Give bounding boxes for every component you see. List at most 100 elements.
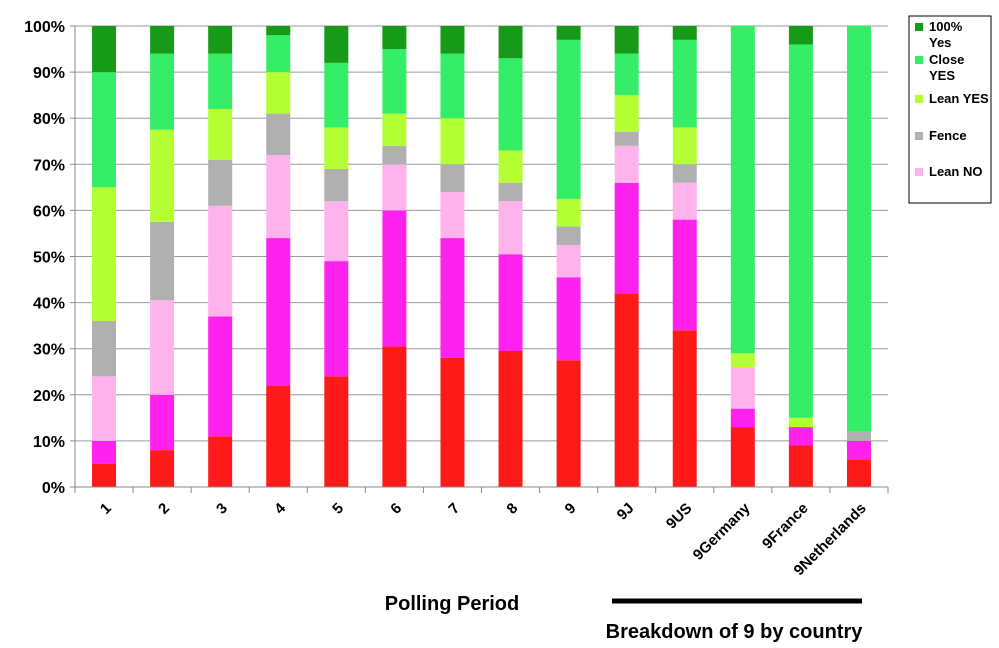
bar-segment bbox=[498, 201, 523, 255]
bar-segment bbox=[556, 277, 581, 361]
y-axis-ticks: 0% 10% 20% 30% 40% 50% 60% 70% 80% 90% 100% bbox=[24, 19, 75, 497]
bar-segment bbox=[614, 26, 639, 54]
legend-swatch bbox=[915, 56, 923, 64]
bar-segment bbox=[440, 238, 465, 358]
bar-segment bbox=[266, 35, 291, 73]
bar-segment bbox=[382, 49, 407, 114]
bar-segment bbox=[498, 182, 523, 202]
bar-segment bbox=[382, 210, 407, 347]
x-tick-label: 3 bbox=[213, 500, 231, 518]
bar-segment bbox=[730, 26, 755, 354]
bar-segment bbox=[208, 205, 233, 317]
y-tick-label: 80% bbox=[33, 111, 65, 128]
bar-stack-9US bbox=[672, 26, 697, 487]
bar-segment bbox=[150, 450, 175, 487]
bar-segment bbox=[324, 376, 349, 487]
x-tick-label: 1 bbox=[97, 500, 115, 518]
y-tick-label: 90% bbox=[33, 65, 65, 82]
bar-segment bbox=[788, 26, 813, 45]
bar-stack-9J bbox=[614, 26, 639, 487]
bar-segment bbox=[846, 26, 871, 432]
bar-segment bbox=[266, 238, 291, 386]
bar-segment bbox=[730, 353, 755, 368]
x-tick-label: 9US bbox=[663, 500, 696, 533]
x-tick-label: 9J bbox=[614, 500, 638, 524]
x-tick-label: 9 bbox=[562, 500, 580, 518]
bar-segment bbox=[208, 53, 233, 109]
bar-segment bbox=[556, 26, 581, 40]
legend-label: Lean NO bbox=[929, 164, 982, 179]
bar-segment bbox=[208, 316, 233, 437]
bar-segment bbox=[324, 201, 349, 262]
bar-segment bbox=[150, 300, 175, 395]
bar-segment bbox=[324, 62, 349, 128]
bar-segment bbox=[382, 26, 407, 50]
bar-segment bbox=[324, 127, 349, 169]
bar-segment bbox=[92, 187, 117, 322]
bar-segment bbox=[150, 394, 175, 451]
legend-label: 100% Yes bbox=[929, 19, 963, 50]
bar-stack-1 bbox=[92, 26, 117, 487]
x-tick-label: 9France bbox=[759, 500, 812, 553]
legend-swatch bbox=[915, 132, 923, 140]
y-tick-label: 50% bbox=[33, 250, 65, 267]
gridlines bbox=[75, 25, 888, 442]
y-tick-label: 100% bbox=[24, 19, 65, 36]
bars bbox=[92, 26, 871, 487]
bar-segment bbox=[208, 159, 233, 206]
bar-stack-5 bbox=[324, 26, 349, 487]
x-tick-label: 8 bbox=[503, 500, 521, 518]
x-tick-label: 5 bbox=[329, 500, 347, 518]
bar-segment bbox=[92, 440, 117, 464]
bar-segment bbox=[672, 182, 697, 220]
bar-segment bbox=[672, 26, 697, 40]
bar-segment bbox=[150, 129, 175, 222]
bar-segment bbox=[846, 431, 871, 441]
bar-segment bbox=[266, 26, 291, 36]
legend-swatch bbox=[915, 95, 923, 103]
bar-segment bbox=[614, 132, 639, 146]
bar-segment bbox=[150, 53, 175, 130]
bar-segment bbox=[556, 198, 581, 227]
bar-segment bbox=[672, 219, 697, 331]
bar-segment bbox=[730, 427, 755, 487]
bar-segment bbox=[614, 53, 639, 96]
bar-segment bbox=[382, 164, 407, 211]
bar-segment bbox=[266, 155, 291, 239]
bar-segment bbox=[440, 191, 465, 239]
bar-stack-6 bbox=[382, 26, 407, 487]
y-tick-label: 20% bbox=[33, 388, 65, 405]
bar-stack-9 bbox=[556, 26, 581, 487]
x-axis-title: Polling Period bbox=[385, 593, 519, 615]
bar-segment bbox=[150, 221, 175, 301]
bar-segment bbox=[266, 72, 291, 114]
bar-segment bbox=[730, 408, 755, 428]
y-tick-label: 10% bbox=[33, 434, 65, 451]
bar-segment bbox=[730, 367, 755, 409]
x-tick-label: 6 bbox=[387, 500, 405, 518]
bar-segment bbox=[92, 26, 117, 73]
bar-segment bbox=[208, 436, 233, 487]
y-tick-label: 60% bbox=[33, 203, 65, 220]
bar-stack-8 bbox=[498, 26, 523, 487]
y-tick-label: 70% bbox=[33, 157, 65, 174]
bar-stack-7 bbox=[440, 26, 465, 487]
bar-segment bbox=[498, 58, 523, 151]
bar-segment bbox=[92, 72, 117, 188]
bar-segment bbox=[498, 351, 523, 487]
legend-label: Fence bbox=[929, 128, 967, 143]
bar-segment bbox=[672, 127, 697, 165]
bar-segment bbox=[556, 226, 581, 245]
legend-label: Close YES bbox=[929, 52, 964, 83]
y-tick-label: 0% bbox=[42, 480, 65, 497]
y-tick-label: 30% bbox=[33, 342, 65, 359]
x-tick-label: 9Germany bbox=[690, 499, 754, 563]
bar-segment bbox=[440, 118, 465, 165]
x-tick-label: 2 bbox=[155, 500, 173, 518]
x-tick-label: 4 bbox=[271, 499, 289, 517]
bar-segment bbox=[440, 164, 465, 192]
x-axis bbox=[74, 26, 889, 493]
bar-segment bbox=[324, 168, 349, 202]
